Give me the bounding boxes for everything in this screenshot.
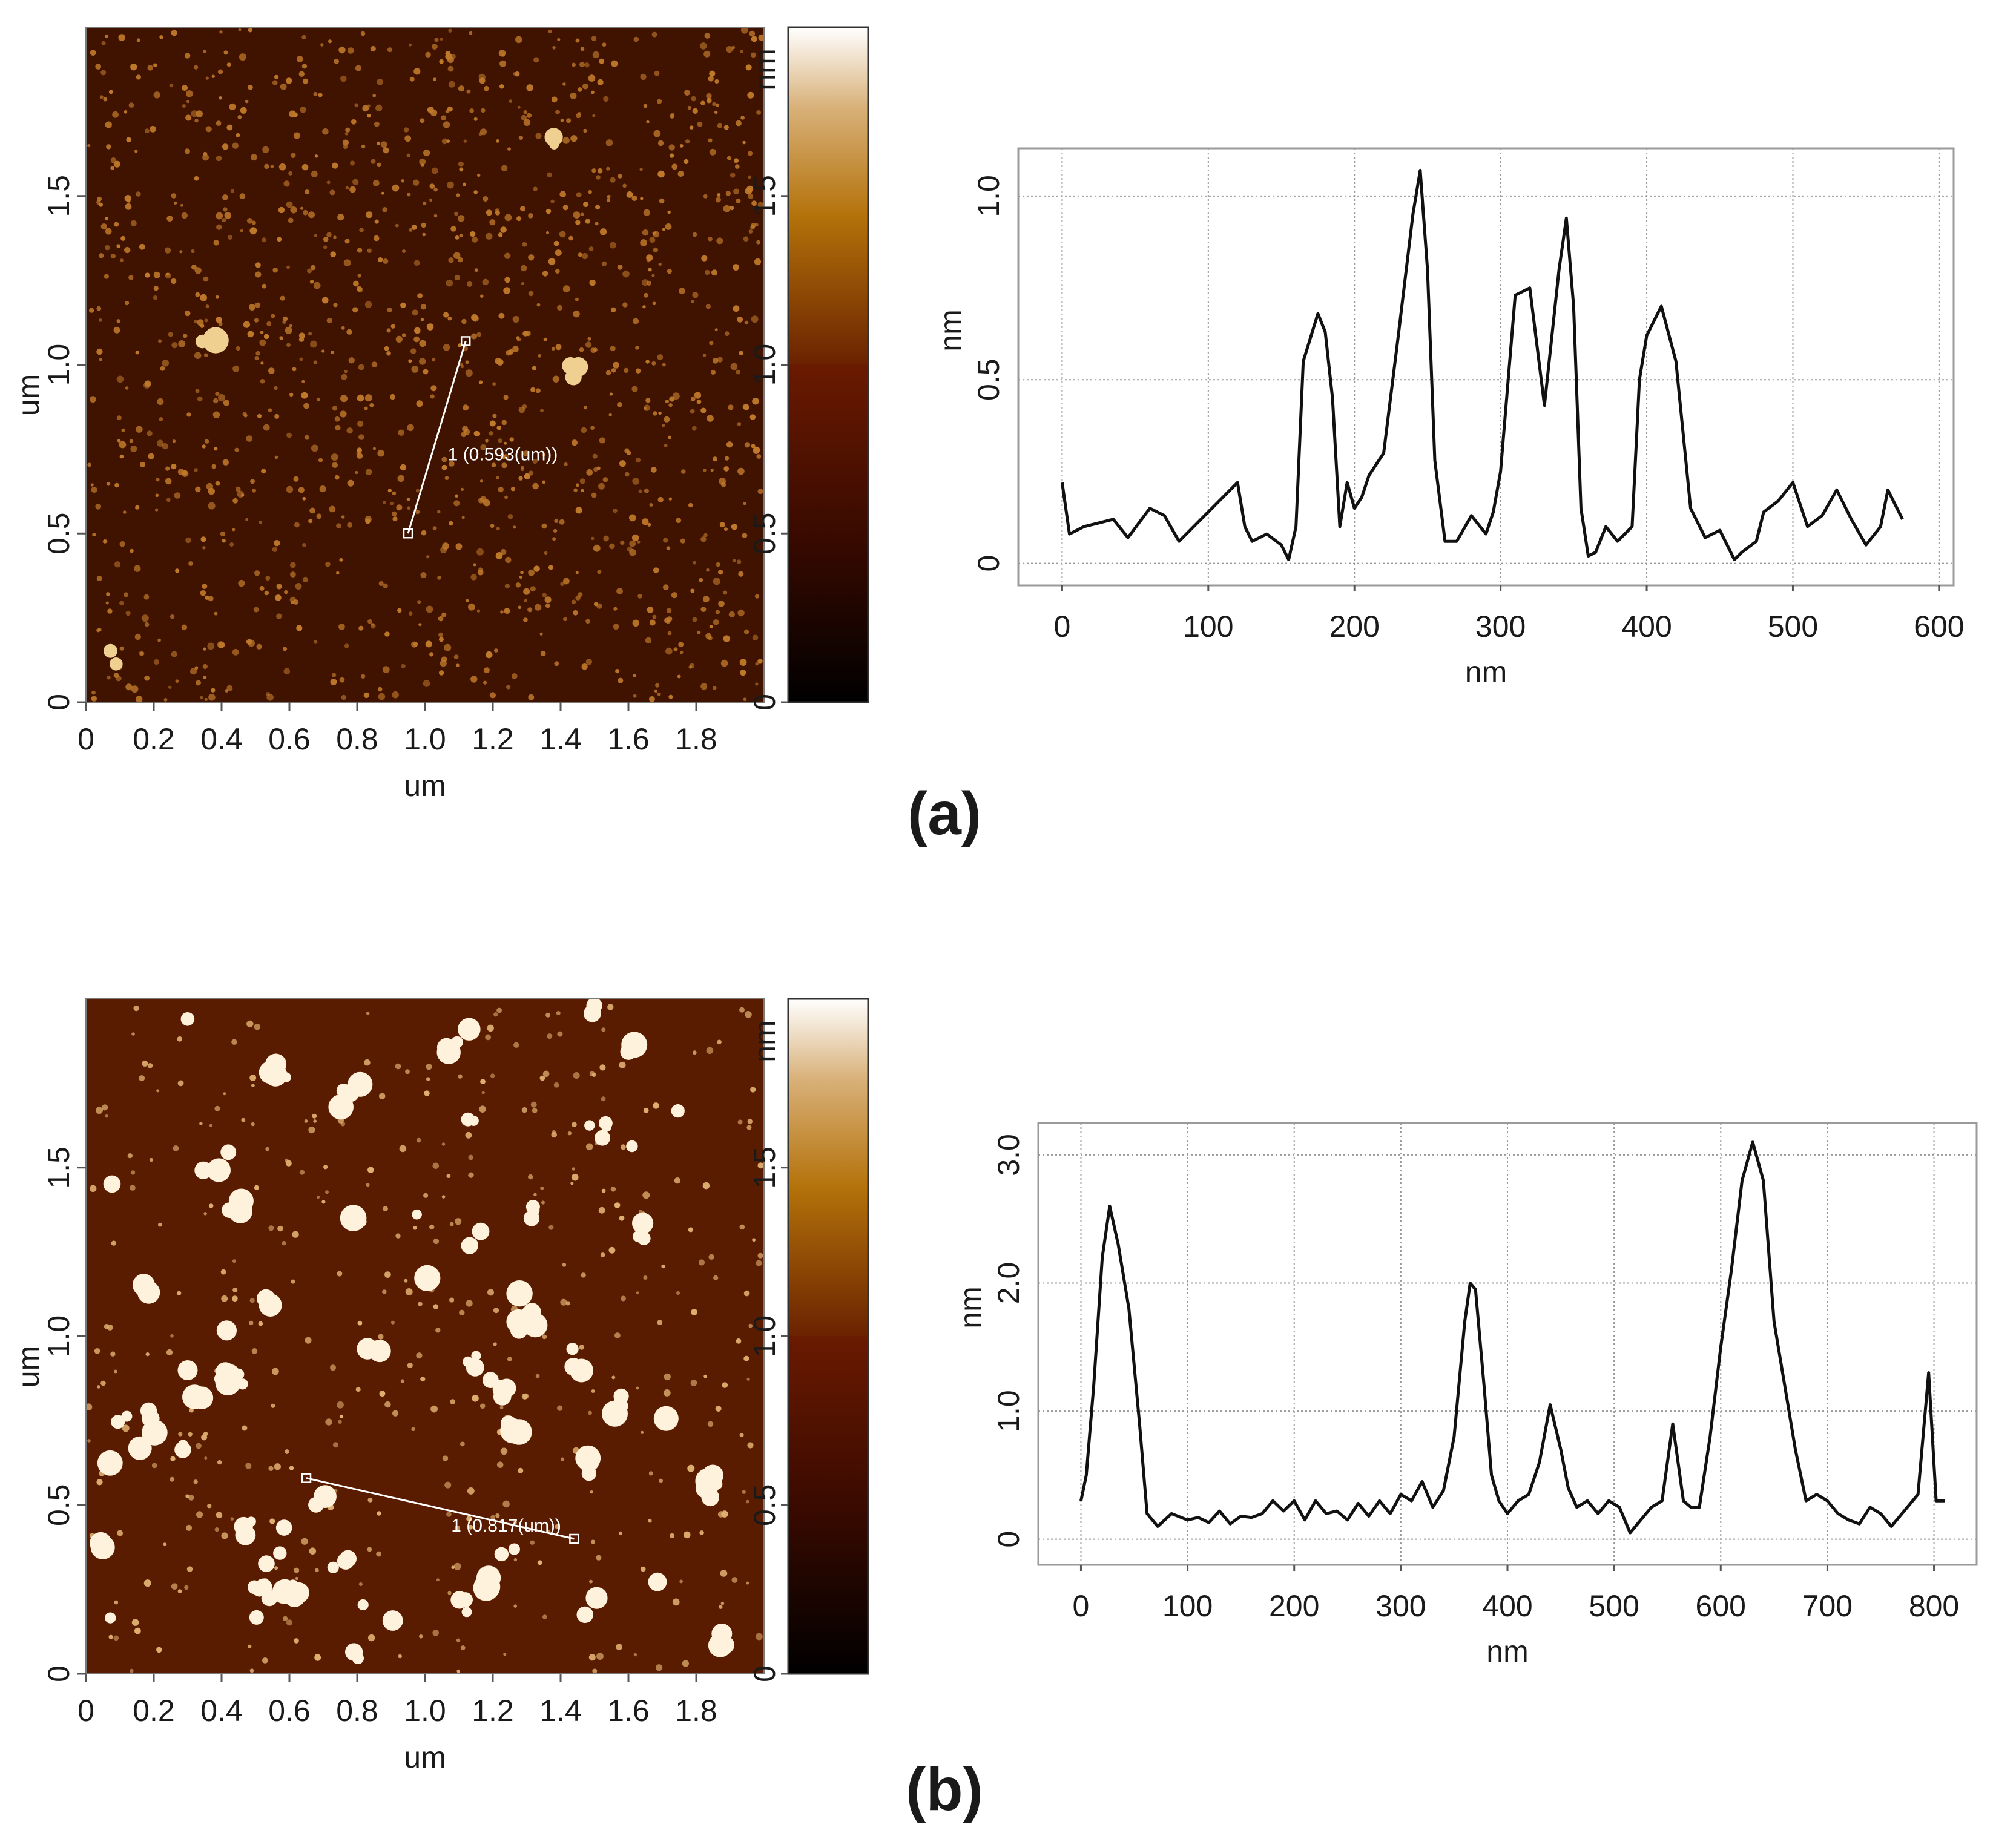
panel-a-profile-x-tick-label: 0 bbox=[1054, 610, 1071, 643]
panel-b-colorbar-label: nm bbox=[748, 1020, 782, 1062]
panel-b-profile-y-tick-label: 0 bbox=[992, 1531, 1026, 1548]
panel-b-colorbar-tick-label: 0.5 bbox=[748, 1484, 782, 1526]
panel-a-profile-x-tick-label: 300 bbox=[1475, 610, 1526, 643]
panel-b-profile-x-tick-label: 800 bbox=[1909, 1589, 1959, 1623]
panel-a-profile-start-marker bbox=[403, 528, 413, 539]
panel-a-colorbar-tick-label: 0 bbox=[748, 694, 782, 711]
panel-b-profile-x-tick-label: 200 bbox=[1269, 1589, 1319, 1623]
panel-b-x-tick-label: 0.4 bbox=[200, 1694, 243, 1728]
panel-a-colorbar-tick-label: 1.0 bbox=[748, 344, 782, 386]
panel-a-colorbar-gradient bbox=[787, 26, 869, 703]
panel-a-x-tick-label: 0.6 bbox=[268, 722, 311, 756]
panel-a-y-axis-label: um bbox=[12, 374, 45, 416]
panel-a-profile-y-axis-label: nm bbox=[934, 309, 967, 351]
panel-a-x-tick-label: 1.6 bbox=[607, 722, 650, 756]
panel-a-y-tick-label: 1.5 bbox=[42, 175, 76, 217]
panel-a-profile-x-tick-label: 500 bbox=[1768, 610, 1818, 643]
panel-b-profile-line bbox=[306, 1477, 575, 1540]
panel-a-profile-x-tick-label: 200 bbox=[1329, 610, 1380, 643]
panel-b-x-tick-label: 1.6 bbox=[607, 1694, 650, 1728]
panel-b-profile-x-tick-label: 500 bbox=[1589, 1589, 1639, 1623]
panel-a-x-tick-label: 1.0 bbox=[404, 722, 446, 756]
panel-b-x-tick-label: 1.2 bbox=[472, 1694, 514, 1728]
panel-label-a: (a) bbox=[908, 780, 981, 848]
panel-a-profile-x-tick-label: 100 bbox=[1183, 610, 1233, 643]
panel-a-afm-image: 0 0.2 0.4 0.6 0.8 1.0 1.2 1.4 1.6 1.8 um 0 0.5 1.0 1.5… bbox=[12, 26, 765, 803]
panel-a-x-tick-label: 1.2 bbox=[472, 722, 514, 756]
panel-b-particles bbox=[85, 997, 764, 1674]
panel-b-profile-series-line bbox=[1079, 1140, 1945, 1535]
panel-a-profile-line bbox=[407, 341, 467, 534]
panel-b-profile-start-marker bbox=[301, 1473, 312, 1483]
panel-a-x-axis-label: um bbox=[404, 769, 446, 803]
panel-b-profile-annotation: 1 (0.817(um)) bbox=[451, 1516, 561, 1536]
panel-b-profile-x-tick-label: 0 bbox=[1073, 1589, 1090, 1623]
panel-a-height-profile: 0 100 200 300 400 500 600 nm 0 0.5 1.0 nm bbox=[934, 147, 1965, 689]
panel-a-colorbar-label: nm bbox=[748, 48, 782, 90]
panel-b-y-axis-label: um bbox=[12, 1346, 45, 1387]
panel-b-colorbar-tick-label: 1.0 bbox=[748, 1315, 782, 1358]
panel-b-y-tick-label: 1.5 bbox=[42, 1147, 76, 1189]
panel-b-profile-x-tick-label: 700 bbox=[1802, 1589, 1853, 1623]
panel-b-x-tick-label: 0.6 bbox=[268, 1694, 311, 1728]
panel-a-y-tick-label: 1.0 bbox=[42, 344, 76, 386]
panel-a-x-tick-label: 0.8 bbox=[336, 722, 378, 756]
panel-a-colorbar-tick-label: 1.5 bbox=[748, 175, 782, 217]
panel-a-image-background bbox=[86, 27, 764, 702]
panel-b-colorbar-tick-label: 1.5 bbox=[748, 1147, 782, 1189]
panel-a-profile-x-tick-label: 400 bbox=[1621, 610, 1672, 643]
panel-a-x-tick-label: 0.2 bbox=[133, 722, 175, 756]
panel-a-profile-y-tick-label: 0 bbox=[972, 555, 1006, 572]
panel-b-profile-x-tick-label: 400 bbox=[1482, 1589, 1532, 1623]
panel-b-y-tick-label: 0.5 bbox=[42, 1484, 76, 1526]
panel-b-profile-y-tick-label: 2.0 bbox=[992, 1262, 1026, 1305]
panel-b-x-tick-label: 0.2 bbox=[133, 1694, 175, 1728]
panel-a-profile-x-tick-label: 600 bbox=[1914, 610, 1964, 643]
panel-b-x-tick-label: 1.8 bbox=[675, 1694, 717, 1728]
panel-a-colorbar: 0 0.5 1.0 1.5 nm bbox=[748, 26, 869, 711]
panel-a-profile-y-tick-label: 0.5 bbox=[972, 358, 1006, 401]
panel-a-y-tick-label: 0.5 bbox=[42, 512, 76, 555]
panel-b-profile-y-axis-label: nm bbox=[954, 1286, 987, 1328]
panel-b-x-tick-label: 1.4 bbox=[539, 1694, 582, 1728]
panel-b-height-profile: 0 100 200 300 400 500 600 700 800 nm 0 1.0 2.0 3.0 nm bbox=[954, 1122, 1978, 1668]
panel-b-y-tick-label: 1.0 bbox=[42, 1315, 76, 1358]
panel-b-x-axis-label: um bbox=[404, 1740, 446, 1774]
panel-b-colorbar-gradient bbox=[787, 998, 869, 1675]
panel-a-colorbar-tick-label: 0.5 bbox=[748, 512, 782, 555]
panel-b-x-tick-label: 1.0 bbox=[404, 1694, 446, 1728]
panel-b-profile-x-tick-label: 100 bbox=[1162, 1589, 1213, 1623]
panel-b-profile-y-tick-label: 1.0 bbox=[992, 1390, 1026, 1432]
panel-b-y-tick-label: 0 bbox=[42, 1665, 76, 1682]
panel-b-afm-image: 0 0.2 0.4 0.6 0.8 1.0 1.2 1.4 1.6 1.8 um 0 0.5 1.0 1.5… bbox=[12, 997, 765, 1774]
panel-label-b: (b) bbox=[906, 1756, 983, 1823]
panel-b-profile-x-axis-label: nm bbox=[1486, 1634, 1528, 1668]
panel-a-x-tick-label: 0.4 bbox=[200, 722, 243, 756]
panel-b-image-background bbox=[86, 999, 764, 1674]
panel-b-colorbar-tick-label: 0 bbox=[748, 1665, 782, 1682]
panel-b-profile-end-marker bbox=[569, 1533, 579, 1544]
panel-b-x-tick-label: 0.8 bbox=[336, 1694, 378, 1728]
panel-a-profile-series-line bbox=[1060, 168, 1904, 561]
panel-a-profile-x-axis-label: nm bbox=[1465, 655, 1507, 689]
panel-a-y-tick-label: 0 bbox=[42, 694, 76, 711]
panel-b-profile-x-tick-label: 300 bbox=[1375, 1589, 1426, 1623]
panel-b-colorbar: 0 0.5 1.0 1.5 nm bbox=[748, 998, 869, 1682]
panel-b-x-tick-label: 0 bbox=[77, 1694, 94, 1728]
panel-a-profile-annotation: 1 (0.593(um)) bbox=[448, 444, 558, 464]
panel-a-particles bbox=[87, 26, 765, 703]
panel-b-profile-x-tick-label: 600 bbox=[1696, 1589, 1746, 1623]
panel-b-profile-y-tick-label: 3.0 bbox=[992, 1134, 1026, 1176]
panel-a-x-tick-label: 0 bbox=[77, 722, 94, 756]
panel-a-x-tick-label: 1.4 bbox=[539, 722, 582, 756]
panel-a-profile-y-tick-label: 1.0 bbox=[972, 175, 1006, 217]
panel-a-x-tick-label: 1.8 bbox=[675, 722, 717, 756]
panel-a-profile-end-marker bbox=[460, 336, 471, 346]
panel-a-profile-plot-frame bbox=[1017, 147, 1955, 587]
